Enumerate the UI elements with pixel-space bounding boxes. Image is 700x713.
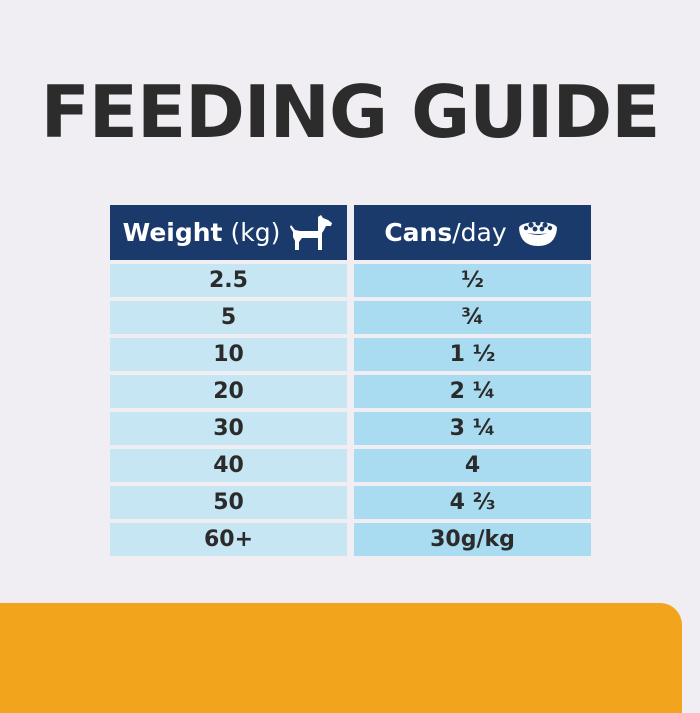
- cans-cell: ½: [354, 264, 591, 297]
- cans-cell: 30g/kg: [354, 523, 591, 556]
- header-cans: Cans/day: [354, 205, 591, 260]
- header-weight: Weight (kg): [110, 205, 347, 260]
- page-title: FEEDING GUIDE: [40, 70, 661, 154]
- food-bowl-icon: [518, 219, 557, 246]
- cans-cell: 2 ¼: [354, 375, 591, 408]
- weight-cell: 50: [110, 486, 347, 519]
- cans-cell: 3 ¼: [354, 412, 591, 445]
- header-cans-label: Cans: [384, 218, 453, 247]
- table-row: 60+ 30g/kg: [110, 523, 591, 556]
- cans-cell: ¾: [354, 301, 591, 334]
- weight-cell: 40: [110, 449, 347, 482]
- table-row: 50 4 ⅔: [110, 486, 591, 519]
- table-header: Weight (kg) Cans/day: [110, 205, 591, 260]
- weight-cell: 2.5: [110, 264, 347, 297]
- table-row: 20 2 ¼: [110, 375, 591, 408]
- header-cans-unit: /day: [452, 218, 507, 247]
- table-row: 5 ¾: [110, 301, 591, 334]
- cans-cell: 4 ⅔: [354, 486, 591, 519]
- weight-cell: 30: [110, 412, 347, 445]
- feeding-table: Weight (kg) Cans/day 2.5 ½ 5 ¾: [110, 205, 591, 556]
- table-row: 2.5 ½: [110, 264, 591, 297]
- cans-cell: 4: [354, 449, 591, 482]
- header-weight-unit: (kg): [230, 218, 281, 247]
- dog-icon: [290, 214, 333, 250]
- weight-cell: 5: [110, 301, 347, 334]
- accent-band: [0, 603, 682, 713]
- table-row: 40 4: [110, 449, 591, 482]
- weight-cell: 10: [110, 338, 347, 371]
- header-weight-label: Weight: [122, 218, 223, 247]
- table-row: 30 3 ¼: [110, 412, 591, 445]
- cans-cell: 1 ½: [354, 338, 591, 371]
- table-row: 10 1 ½: [110, 338, 591, 371]
- weight-cell: 20: [110, 375, 347, 408]
- weight-cell: 60+: [110, 523, 347, 556]
